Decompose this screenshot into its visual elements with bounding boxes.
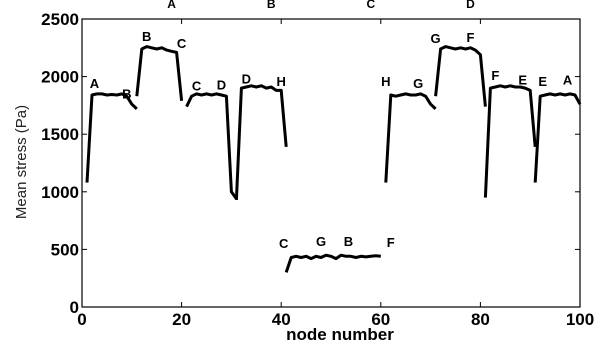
y-tick-label: 2000 (41, 68, 79, 87)
y-tick-label: 1000 (41, 183, 79, 202)
node-annotation-e: E (538, 74, 547, 89)
x-tick-label: 20 (172, 310, 191, 329)
y-tick-label: 1500 (41, 125, 79, 144)
node-annotation-c: C (279, 236, 289, 251)
node-annotation-h: H (381, 74, 390, 89)
series-segment-5 (284, 253, 381, 273)
node-annotation-d: D (242, 72, 251, 87)
x-tick-label: 60 (371, 310, 390, 329)
top-annotations: A B C D (167, 0, 475, 11)
node-annotation-h: H (277, 74, 286, 89)
x-tick-label: 100 (566, 310, 594, 329)
point-annotations: ABB CC D D HC G B FH GG FF E E A (90, 29, 573, 251)
node-annotation-c: C (192, 78, 202, 93)
top-label-a: A (167, 0, 176, 11)
node-annotation-f: F (491, 68, 499, 83)
node-annotation-f: F (466, 30, 474, 45)
series-segment-3 (185, 92, 238, 200)
node-annotation-b: B (142, 29, 151, 44)
x-tick-label: 0 (77, 310, 86, 329)
node-annotation-g: G (431, 31, 441, 46)
top-label-c: C (366, 0, 375, 11)
node-annotation-a: A (90, 76, 100, 91)
node-annotation-b: B (344, 234, 353, 249)
y-axis-label: Mean stress (Pa) (13, 105, 30, 219)
series-segment-4 (234, 84, 288, 200)
top-label-d: D (466, 0, 475, 11)
node-annotation-b: B (122, 86, 131, 101)
series-segment-9 (533, 92, 582, 183)
series-segment-2 (135, 45, 184, 101)
node-annotation-c: C (177, 36, 187, 51)
y-tick-label: 500 (51, 240, 79, 259)
series-segment-8 (483, 84, 537, 198)
plot-frame (81, 18, 581, 308)
node-annotation-g: G (316, 234, 326, 249)
node-annotation-f: F (387, 235, 395, 250)
x-axis-label: node number (286, 325, 394, 344)
series-lines (85, 45, 582, 273)
node-annotation-e: E (518, 73, 527, 88)
series-segment-7 (434, 45, 487, 107)
node-annotation-g: G (413, 76, 423, 91)
y-tick-label: 2500 (41, 10, 79, 29)
node-annotation-a: A (563, 73, 573, 88)
top-label-b: B (267, 0, 276, 11)
series-segment-1 (85, 92, 138, 183)
node-annotation-d: D (217, 77, 226, 92)
y-tick-label: 0 (70, 298, 79, 317)
x-tick-label: 40 (272, 310, 291, 329)
x-tick-label: 80 (471, 310, 490, 329)
series-segment-6 (384, 92, 437, 183)
